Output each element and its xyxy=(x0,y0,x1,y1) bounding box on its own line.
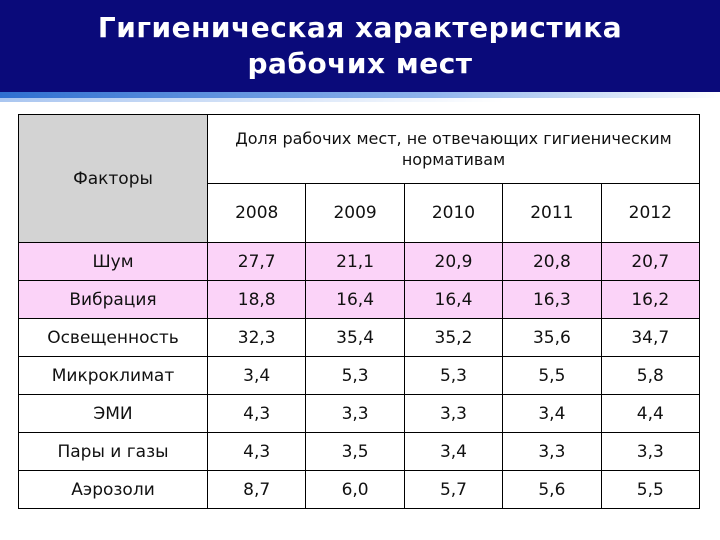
value-cell: 21,1 xyxy=(305,242,405,281)
value-cell: 5,3 xyxy=(305,356,405,395)
value-cell: 16,4 xyxy=(403,280,504,319)
accent-strip xyxy=(0,92,720,98)
value-cell: 3,3 xyxy=(600,432,701,471)
year-header: 2008 xyxy=(206,183,307,243)
year-header: 2012 xyxy=(600,183,701,243)
year-header: 2010 xyxy=(403,183,504,243)
factor-cell: Аэрозоли xyxy=(18,470,208,509)
value-cell: 8,7 xyxy=(206,470,307,509)
value-cell: 16,4 xyxy=(305,280,405,319)
title-line-1: Гигиеническая характеристика xyxy=(97,11,623,44)
factor-cell: Пары и газы xyxy=(18,432,208,471)
value-cell: 3,4 xyxy=(403,432,504,471)
factor-cell: Микроклимат xyxy=(18,356,208,395)
factor-cell: Шум xyxy=(18,242,208,281)
factor-cell: Освещенность xyxy=(18,318,208,357)
factor-cell: ЭМИ xyxy=(18,394,208,433)
value-cell: 5,6 xyxy=(502,470,602,509)
title-line-2: рабочих мест xyxy=(247,47,473,80)
value-cell: 32,3 xyxy=(206,318,307,357)
table-row: Шум 27,7 21,1 20,9 20,8 20,7 xyxy=(18,242,701,281)
value-cell: 6,0 xyxy=(305,470,405,509)
value-cell: 20,8 xyxy=(502,242,602,281)
table-row: Освещенность 32,3 35,4 35,2 35,6 34,7 xyxy=(18,318,701,357)
value-cell: 18,8 xyxy=(206,280,307,319)
value-cell: 3,3 xyxy=(403,394,504,433)
table-row: Аэрозоли 8,7 6,0 5,7 5,6 5,5 xyxy=(18,470,701,509)
factors-table: Факторы Доля рабочих мест, не отвечающих… xyxy=(18,114,701,509)
year-header: 2011 xyxy=(502,183,602,243)
value-cell: 20,7 xyxy=(600,242,701,281)
value-cell: 35,6 xyxy=(502,318,602,357)
group-header: Доля рабочих мест, не отвечающих гигиени… xyxy=(207,114,700,184)
table-row: ЭМИ 4,3 3,3 3,3 3,4 4,4 xyxy=(18,394,701,433)
value-cell: 5,5 xyxy=(600,470,701,509)
value-cell: 5,8 xyxy=(600,356,701,395)
factor-cell: Вибрация xyxy=(18,280,208,319)
factors-header: Факторы xyxy=(18,114,208,243)
table-row: Пары и газы 4,3 3,5 3,4 3,3 3,3 xyxy=(18,432,701,471)
value-cell: 16,3 xyxy=(502,280,602,319)
table-row: Вибрация 18,8 16,4 16,4 16,3 16,2 xyxy=(18,280,701,319)
value-cell: 3,3 xyxy=(305,394,405,433)
value-cell: 35,2 xyxy=(403,318,504,357)
value-cell: 5,5 xyxy=(502,356,602,395)
value-cell: 34,7 xyxy=(600,318,701,357)
value-cell: 5,7 xyxy=(403,470,504,509)
value-cell: 20,9 xyxy=(403,242,504,281)
value-cell: 35,4 xyxy=(305,318,405,357)
value-cell: 3,3 xyxy=(502,432,602,471)
value-cell: 5,3 xyxy=(403,356,504,395)
title-bar: Гигиеническая характеристика рабочих мес… xyxy=(0,0,720,92)
value-cell: 3,4 xyxy=(206,356,307,395)
value-cell: 27,7 xyxy=(206,242,307,281)
year-header: 2009 xyxy=(305,183,405,243)
value-cell: 4,3 xyxy=(206,394,307,433)
value-cell: 4,3 xyxy=(206,432,307,471)
value-cell: 3,5 xyxy=(305,432,405,471)
value-cell: 4,4 xyxy=(600,394,701,433)
value-cell: 3,4 xyxy=(502,394,602,433)
table-row: Микроклимат 3,4 5,3 5,3 5,5 5,8 xyxy=(18,356,701,395)
accent-strip-light xyxy=(0,98,720,102)
value-cell: 16,2 xyxy=(600,280,701,319)
